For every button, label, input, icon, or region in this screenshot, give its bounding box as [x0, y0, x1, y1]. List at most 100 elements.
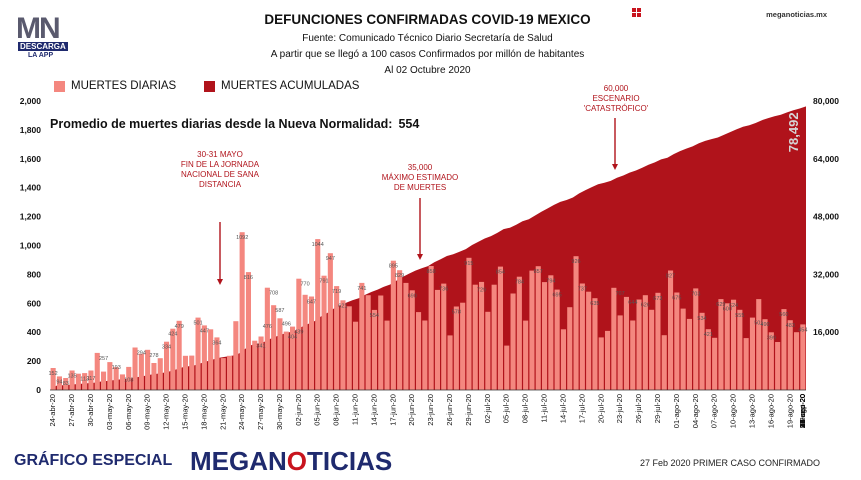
daily-bar — [214, 337, 220, 390]
daily-bar — [145, 349, 151, 390]
x-tick-label: 21-may-20 — [218, 394, 227, 430]
daily-bar — [340, 300, 346, 390]
right-axis-tick-label: 48,000 — [813, 212, 839, 222]
daily-bar — [353, 321, 359, 390]
daily-bar — [315, 239, 321, 390]
daily-bar — [680, 308, 686, 390]
daily-bar — [479, 281, 485, 390]
daily-bar — [768, 332, 774, 390]
daily-data-label: 791 — [319, 279, 328, 285]
daily-bar — [756, 299, 762, 390]
daily-bar — [693, 288, 699, 390]
x-tick-label: 27-may-20 — [256, 394, 265, 430]
daily-data-label: 624 — [729, 303, 738, 309]
x-tick-label: 17-jul-20 — [577, 394, 586, 423]
daily-bar — [201, 325, 207, 390]
daily-data-label: 83 — [63, 381, 69, 387]
daily-bar — [308, 296, 314, 390]
daily-data-label: 113 — [80, 377, 89, 383]
brand-part: MEGAN — [190, 446, 287, 476]
right-axis-tick-label: 64,000 — [813, 154, 839, 164]
daily-bar — [712, 337, 718, 390]
daily-bar — [781, 309, 787, 390]
right-axis-tick-label: 80,000 — [813, 96, 839, 106]
daily-bar — [220, 358, 226, 390]
daily-bar — [283, 331, 289, 390]
daily-bar — [277, 318, 283, 390]
daily-bar — [371, 309, 377, 390]
annotation-catastrophic: 60,000 ESCENARIO 'CATASTRÓFICO' — [556, 84, 676, 114]
x-tick-label: 10-ago-20 — [729, 394, 738, 428]
daily-data-label: 1092 — [236, 235, 248, 241]
daily-data-label: 635 — [590, 301, 599, 307]
daily-data-label: 854 — [496, 270, 505, 276]
x-tick-label: 30-may-20 — [275, 394, 284, 430]
daily-bar — [138, 353, 144, 390]
daily-bar — [460, 302, 466, 390]
x-tick-label: 15-may-20 — [180, 394, 189, 430]
chart-date: Al 02 Octubre 2020 — [384, 65, 471, 76]
x-tick-label: 21-sep-20 — [798, 394, 807, 428]
daily-bar — [378, 295, 384, 390]
daily-data-label: 708 — [269, 291, 278, 297]
x-tick-label: 15-sep-20 — [798, 394, 807, 428]
daily-data-label: 673 — [653, 296, 662, 302]
brand-part: TICIAS — [307, 446, 393, 476]
left-axis-tick-label: 800 — [27, 269, 41, 279]
daily-data-label: 555 — [735, 313, 744, 319]
logo-download-text: DESCARGA — [18, 42, 68, 51]
daily-data-label: 794 — [546, 278, 555, 284]
daily-bar — [642, 295, 648, 390]
daily-bar — [598, 337, 604, 390]
x-tick-label: 05-jun-20 — [313, 394, 322, 426]
x-tick-label: 14-jun-20 — [369, 394, 378, 426]
chart-title: DEFUNCIONES CONFIRMADAS COVID-19 MEXICO — [264, 12, 591, 27]
left-axis-tick-label: 1,600 — [20, 154, 42, 164]
x-tick-label: 13-ago-20 — [747, 394, 756, 428]
daily-bar — [794, 332, 800, 390]
annotation-cat-line: ESCENARIO — [592, 94, 640, 103]
daily-bar — [749, 317, 755, 390]
daily-bar — [775, 342, 781, 390]
footer-first-case: 27 Feb 2020 PRIMER CASO CONFIRMADO — [640, 458, 821, 468]
annotation-max-line: MÁXIMO ESTIMADO — [381, 173, 459, 182]
annotation-may-line: FIN DE LA JORNADA — [180, 160, 260, 169]
annotation-max: 35,000 MÁXIMO ESTIMADO DE MUERTES — [360, 163, 480, 193]
x-tick-label: 18-sep-20 — [798, 394, 807, 428]
legend-daily-swatch — [54, 80, 65, 92]
daily-data-label: 644 — [628, 300, 637, 306]
daily-data-label: 629 — [716, 302, 725, 308]
daily-bar — [88, 370, 94, 390]
x-tick-label: 20-jun-20 — [407, 394, 416, 426]
app-logo[interactable]: MN DESCARGA LA APP — [8, 8, 68, 59]
daily-bar — [164, 341, 170, 390]
daily-bar — [661, 335, 667, 390]
daily-bar — [579, 283, 585, 390]
daily-bar — [245, 272, 251, 390]
left-axis-tick-label: 400 — [27, 327, 41, 337]
x-tick-label: 27-sep-20 — [798, 394, 807, 428]
daily-bar — [233, 321, 239, 390]
logo-mark: MN — [16, 12, 61, 45]
daily-data-label: 534 — [697, 316, 706, 322]
daily-bar — [416, 312, 422, 390]
daily-bar — [497, 266, 503, 390]
x-tick-label: 31-ago-20 — [798, 394, 807, 428]
daily-data-label: 278 — [149, 353, 158, 359]
x-tick-label: 30-abr-20 — [86, 394, 95, 427]
daily-bar — [189, 355, 195, 390]
site-url[interactable]: meganoticias.mx — [766, 10, 827, 19]
daily-bar — [636, 299, 642, 390]
x-tick-label: 02-jun-20 — [294, 394, 303, 426]
daily-bar — [69, 370, 75, 390]
x-tick-label: 23-jun-20 — [426, 394, 435, 426]
daily-bar — [447, 335, 453, 390]
x-tick-label: 23-jul-20 — [615, 394, 624, 423]
left-axis-tick-label: 600 — [27, 298, 41, 308]
daily-data-label: 193 — [112, 365, 121, 371]
daily-bar — [208, 329, 214, 390]
daily-data-label: 729 — [477, 288, 486, 294]
daily-bar — [668, 270, 674, 390]
daily-bar — [705, 329, 711, 390]
daily-bar — [346, 306, 352, 390]
